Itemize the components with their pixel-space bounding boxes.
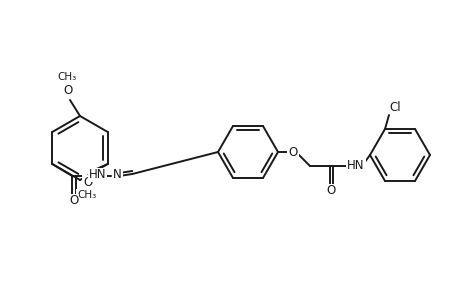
Text: O: O: [63, 83, 73, 97]
Text: HN: HN: [88, 169, 106, 182]
Text: CH₃: CH₃: [57, 72, 77, 82]
Text: O: O: [288, 146, 297, 158]
Text: CH₃: CH₃: [77, 190, 96, 200]
Text: N: N: [112, 169, 121, 182]
Text: Cl: Cl: [388, 100, 400, 113]
Text: O: O: [69, 194, 78, 208]
Text: O: O: [326, 184, 336, 197]
Text: HN: HN: [347, 158, 364, 172]
Text: O: O: [83, 176, 92, 188]
